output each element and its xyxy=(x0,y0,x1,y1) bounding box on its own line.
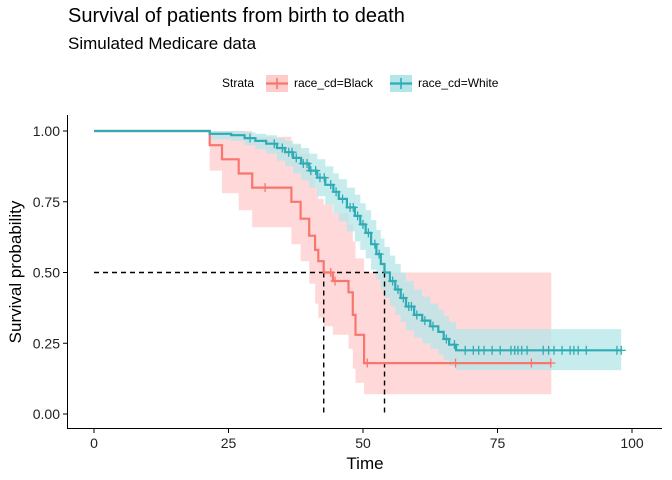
censor-mark-white xyxy=(388,276,398,286)
censor-mark-white xyxy=(358,219,368,229)
censor-mark-white xyxy=(302,159,312,169)
legend-key-white xyxy=(390,75,412,92)
confidence-band-white xyxy=(94,131,622,371)
survival-curve-black xyxy=(94,129,552,365)
censor-mark-white xyxy=(363,228,373,238)
censor-mark-white xyxy=(287,147,297,157)
censor-mark-white xyxy=(374,249,384,259)
censor-mark-white xyxy=(277,143,287,153)
censor-mark-white xyxy=(441,334,451,344)
chart-title: Survival of patients from birth to death xyxy=(68,5,405,27)
legend: Strata race_cd=Black race_cd=White xyxy=(222,75,499,92)
censor-mark-white xyxy=(348,202,358,212)
x-ticks: 0 25 50 75 100 xyxy=(90,428,644,451)
censor-mark-white xyxy=(581,345,591,355)
x-tick-label: 75 xyxy=(490,435,506,451)
legend-label-white: race_cd=White xyxy=(418,76,499,90)
y-tick-label: 1.00 xyxy=(33,123,60,139)
censor-mark-white xyxy=(326,180,336,190)
legend-label-black: race_cd=Black xyxy=(294,76,374,90)
chart-subtitle: Simulated Medicare data xyxy=(68,34,257,53)
censor-mark-white xyxy=(616,345,626,355)
censor-mark-white xyxy=(420,316,430,326)
censor-mark-black xyxy=(362,358,372,368)
x-tick-label: 0 xyxy=(90,435,98,451)
censor-mark-black xyxy=(260,183,270,193)
censor-mark-white xyxy=(245,133,255,143)
censor-mark-white xyxy=(338,194,348,204)
censor-mark-white xyxy=(495,345,505,355)
y-tick-label: 0.50 xyxy=(33,265,60,281)
censor-mark-white xyxy=(573,345,583,355)
y-axis-label: Survival probability xyxy=(6,200,25,343)
censor-mark-white xyxy=(487,345,497,355)
censor-mark-black xyxy=(330,276,340,286)
y-tick-label: 0.75 xyxy=(33,194,60,210)
censor-mark-white xyxy=(319,173,329,183)
censor-mark-white xyxy=(557,345,567,355)
censor-mark-black xyxy=(326,268,336,277)
censor-marks xyxy=(245,133,626,368)
censor-mark-white xyxy=(549,345,559,355)
censor-mark-white xyxy=(398,293,408,303)
axes: 0 25 50 75 100 0.00 0.25 0.50 0.75 1.00 xyxy=(33,115,662,451)
censor-mark-white xyxy=(291,153,301,163)
censor-mark-black xyxy=(451,358,461,368)
censor-mark-white xyxy=(412,310,422,320)
x-tick-label: 25 xyxy=(221,435,237,451)
censor-mark-white xyxy=(331,187,341,197)
censor-mark-white xyxy=(460,345,470,355)
x-axis-label: Time xyxy=(346,454,383,473)
censor-mark-black xyxy=(546,358,556,368)
median-lines xyxy=(94,271,386,414)
survival-curve-white xyxy=(94,129,622,352)
censor-mark-white xyxy=(370,239,380,249)
censor-mark-white xyxy=(353,211,363,221)
survival-curves xyxy=(94,129,622,365)
censor-mark-white xyxy=(406,301,416,311)
censor-mark-black xyxy=(526,358,536,368)
y-tick-label: 0.00 xyxy=(33,406,60,422)
legend-title: Strata xyxy=(222,76,254,90)
censor-mark-white xyxy=(269,139,279,149)
censor-mark-white xyxy=(393,284,403,294)
confidence-bands xyxy=(94,131,622,395)
y-ticks: 0.00 0.25 0.50 0.75 1.00 xyxy=(33,123,68,422)
y-tick-label: 0.25 xyxy=(33,335,60,351)
censor-mark-white xyxy=(522,345,532,355)
censor-mark-white xyxy=(449,340,459,350)
legend-key-black xyxy=(266,75,288,92)
censor-mark-white xyxy=(479,345,489,355)
censor-mark-white xyxy=(311,166,321,176)
x-tick-label: 100 xyxy=(620,435,644,451)
x-tick-label: 50 xyxy=(355,435,371,451)
censor-mark-white xyxy=(428,321,438,331)
